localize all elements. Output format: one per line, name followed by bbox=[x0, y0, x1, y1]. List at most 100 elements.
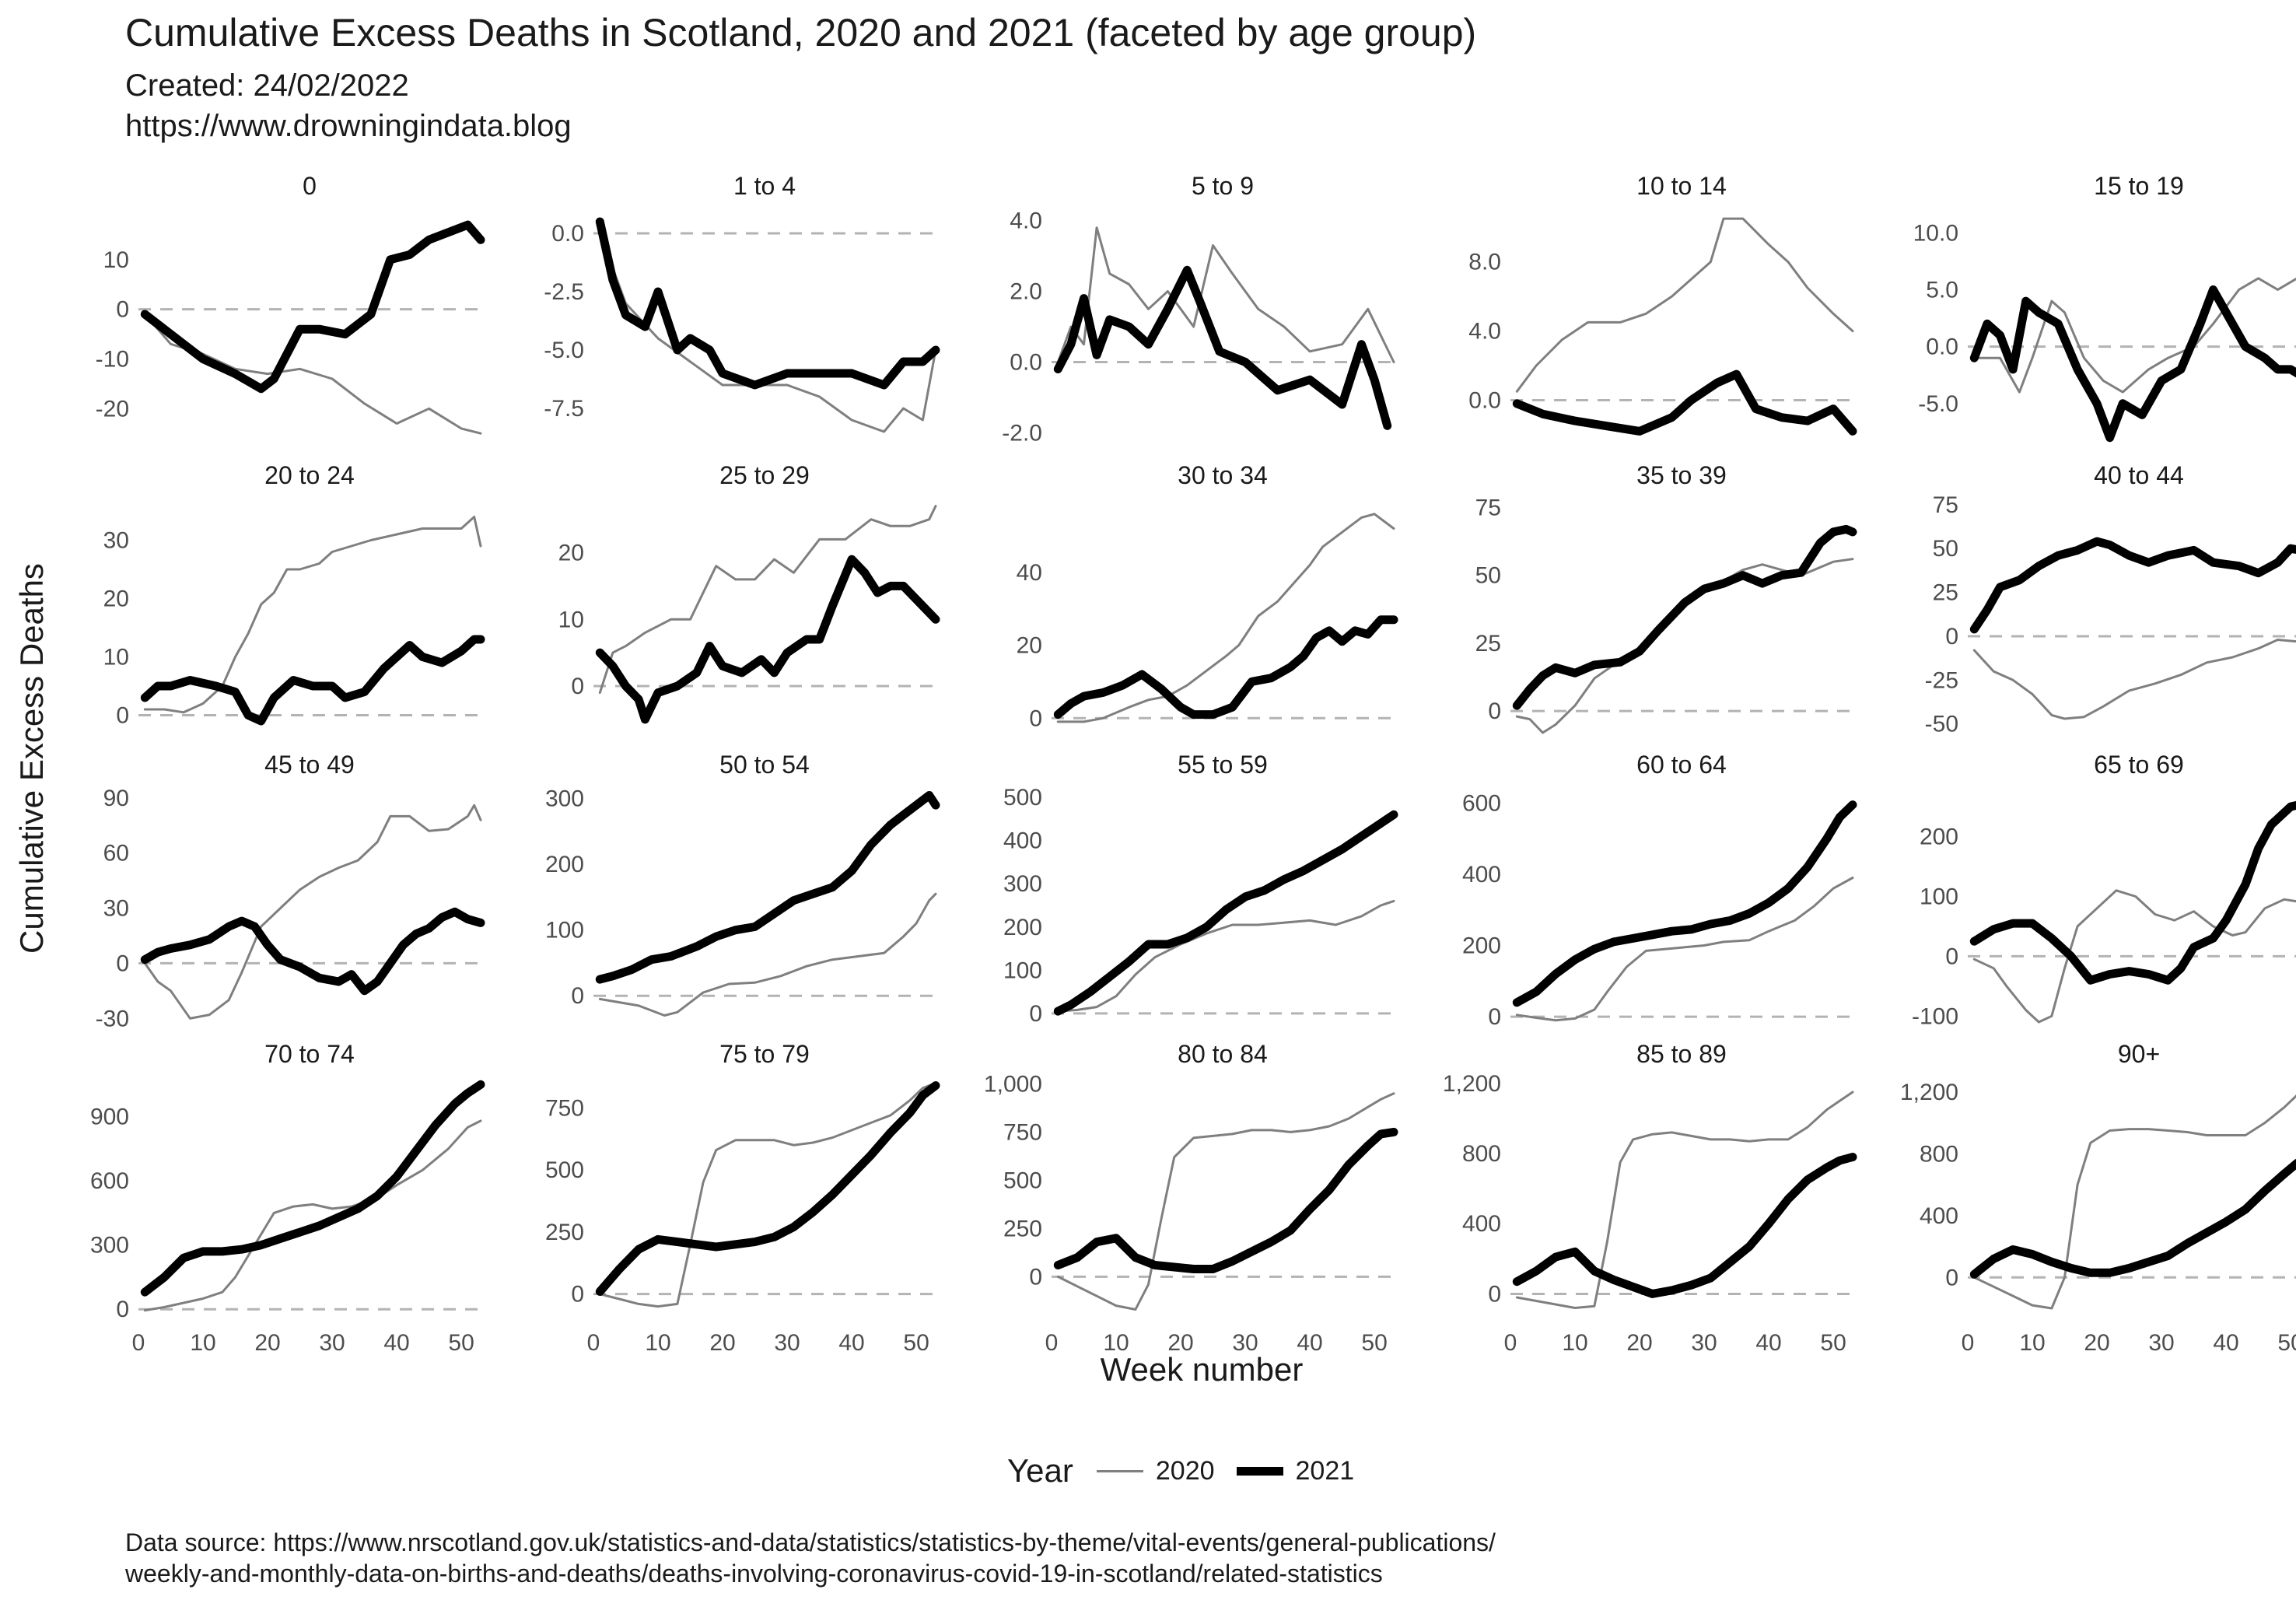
facet-strip-label: 60 to 64 bbox=[1636, 751, 1727, 779]
series-line-2021 bbox=[1053, 265, 1392, 430]
x-tick-label: 50 bbox=[1361, 1330, 1387, 1356]
y-tick-label: -100 bbox=[1912, 1003, 1958, 1029]
facet-strip-label: 0 bbox=[303, 172, 317, 200]
series-line-2021 bbox=[1969, 285, 2296, 443]
y-tick-label: 200 bbox=[545, 852, 584, 877]
series-line-2021 bbox=[595, 555, 940, 724]
facet-strip-label: 75 to 79 bbox=[719, 1040, 810, 1068]
x-tick-label: 20 bbox=[709, 1330, 735, 1356]
legend-item-2021: 2021 bbox=[1236, 1456, 1354, 1486]
y-tick-label: 1,200 bbox=[1443, 1071, 1501, 1097]
y-tick-label: 200 bbox=[1462, 933, 1501, 959]
y-tick-label: 20 bbox=[1017, 633, 1042, 659]
y-tick-label: 400 bbox=[1462, 1211, 1501, 1237]
y-tick-label: 100 bbox=[545, 918, 584, 944]
legend-label-2020: 2020 bbox=[1155, 1455, 1215, 1486]
y-tick-label: 4.0 bbox=[1468, 319, 1501, 345]
facet-panel-60-to-64: 60 to 64 600 400 200 0 bbox=[1462, 751, 1857, 1030]
x-tick-label: 10 bbox=[2019, 1330, 2045, 1356]
series-line-2021 bbox=[1969, 1158, 2296, 1279]
chart-subtitle: Created: 24/02/2022 https://www.drowning… bbox=[125, 65, 572, 146]
y-tick-label: 300 bbox=[1003, 871, 1042, 897]
y-tick-label: 200 bbox=[1920, 825, 1958, 850]
y-tick-label: 600 bbox=[90, 1168, 129, 1194]
series-line-2020 bbox=[1972, 639, 2296, 720]
y-tick-label: 300 bbox=[545, 786, 584, 812]
y-tick-label: 300 bbox=[90, 1233, 129, 1259]
y-tick-label: 900 bbox=[90, 1105, 129, 1130]
series-line-2020 bbox=[1056, 226, 1395, 363]
y-tick-label: 0 bbox=[1488, 1004, 1501, 1030]
facet-panel-25-to-29: 25 to 29 20 10 0 bbox=[558, 461, 940, 724]
y-tick-label: 0.0 bbox=[1010, 349, 1042, 375]
y-axis-title: Cumulative Excess Deaths bbox=[13, 563, 50, 954]
y-tick-label: 30 bbox=[103, 896, 129, 922]
y-tick-label: 10 bbox=[103, 645, 129, 670]
y-tick-label: 10 bbox=[103, 247, 129, 273]
facet-strip-label: 65 to 69 bbox=[2094, 751, 2184, 779]
facet-panel-90plus: 90+ 1,200 800 400 0 0 10 20 30 40 50 bbox=[1900, 1040, 2296, 1356]
y-tick-label: 40 bbox=[1017, 560, 1042, 586]
y-tick-label: 5.0 bbox=[1926, 277, 1958, 303]
y-tick-label: 20 bbox=[558, 541, 584, 566]
y-tick-label: 10 bbox=[558, 607, 584, 632]
x-tick-label: 40 bbox=[383, 1330, 409, 1356]
x-tick-label: 20 bbox=[1626, 1330, 1652, 1356]
series-line-2021 bbox=[1053, 810, 1398, 1016]
x-tick-label: 40 bbox=[1755, 1330, 1781, 1356]
series-line-2020 bbox=[598, 232, 937, 433]
y-tick-label: 50 bbox=[1475, 563, 1501, 589]
y-tick-label: 400 bbox=[1462, 862, 1501, 888]
legend-key-2021 bbox=[1236, 1459, 1283, 1483]
x-tick-label: 0 bbox=[132, 1330, 145, 1356]
series-line-2020 bbox=[143, 516, 482, 714]
y-tick-label: 75 bbox=[1933, 492, 1958, 518]
x-tick-label: 50 bbox=[903, 1330, 929, 1356]
facet-panel-70-to-74: 70 to 74 900 600 300 00 10 20 30 40 50 bbox=[90, 1040, 485, 1356]
series-line-2021 bbox=[1512, 524, 1857, 710]
y-tick-label: -7.5 bbox=[544, 396, 584, 422]
y-tick-label: 800 bbox=[1920, 1141, 1958, 1167]
x-tick-label: 50 bbox=[2277, 1330, 2296, 1356]
x-tick-label: 40 bbox=[838, 1330, 864, 1356]
y-tick-label: 10.0 bbox=[1913, 220, 1958, 246]
y-tick-label: 0 bbox=[116, 951, 129, 976]
series-line-2021 bbox=[595, 1081, 940, 1296]
series-line-2021 bbox=[595, 791, 940, 984]
facet-panel-65-to-69: 65 to 69 200 100 0 -100 bbox=[1912, 751, 2296, 1029]
x-tick-label: 0 bbox=[1504, 1330, 1517, 1356]
series-line-2020 bbox=[1056, 513, 1395, 723]
x-tick-label: 30 bbox=[1232, 1330, 1258, 1356]
x-tick-label: 0 bbox=[1962, 1330, 1975, 1356]
y-tick-label: 800 bbox=[1462, 1141, 1501, 1167]
x-tick-label: 50 bbox=[1820, 1330, 1846, 1356]
y-tick-label: 60 bbox=[103, 841, 129, 867]
x-tick-label: 40 bbox=[1297, 1330, 1322, 1356]
y-tick-label: -20 bbox=[96, 396, 129, 422]
caption-line-2: weekly-and-monthly-data-on-births-and-de… bbox=[125, 1560, 1383, 1588]
legend-item-2020: 2020 bbox=[1096, 1455, 1215, 1486]
y-tick-label: 20 bbox=[103, 586, 129, 612]
y-tick-label: -2.5 bbox=[544, 279, 584, 305]
series-line-2020 bbox=[1972, 277, 2296, 394]
facet-strip-label: 50 to 54 bbox=[719, 751, 810, 779]
series-line-2021 bbox=[1969, 800, 2296, 985]
x-tick-label: 10 bbox=[1562, 1330, 1587, 1356]
y-tick-label: 0.0 bbox=[1926, 334, 1958, 360]
facet-panel-1-to-4: 1 to 4 0.0 -2.5 -5.0 -7.5 bbox=[544, 172, 940, 433]
series-line-2020 bbox=[598, 1081, 937, 1308]
series-line-2021 bbox=[140, 907, 485, 996]
created-date-text: Created: 24/02/2022 bbox=[125, 68, 409, 103]
y-tick-label: -5.0 bbox=[544, 338, 584, 363]
legend-key-2020 bbox=[1096, 1459, 1143, 1483]
series-line-2021 bbox=[140, 1080, 485, 1297]
blog-url-text: https://www.drowningindata.blog bbox=[125, 109, 572, 143]
facet-strip-label: 30 to 34 bbox=[1178, 461, 1268, 489]
y-tick-label: 600 bbox=[1462, 790, 1501, 816]
facet-strip-label: 20 to 24 bbox=[264, 461, 355, 489]
series-line-2021 bbox=[1512, 1153, 1857, 1298]
series-line-2020 bbox=[1056, 899, 1395, 1013]
facet-strip-label: 40 to 44 bbox=[2094, 461, 2184, 489]
series-line-2021 bbox=[140, 635, 485, 726]
